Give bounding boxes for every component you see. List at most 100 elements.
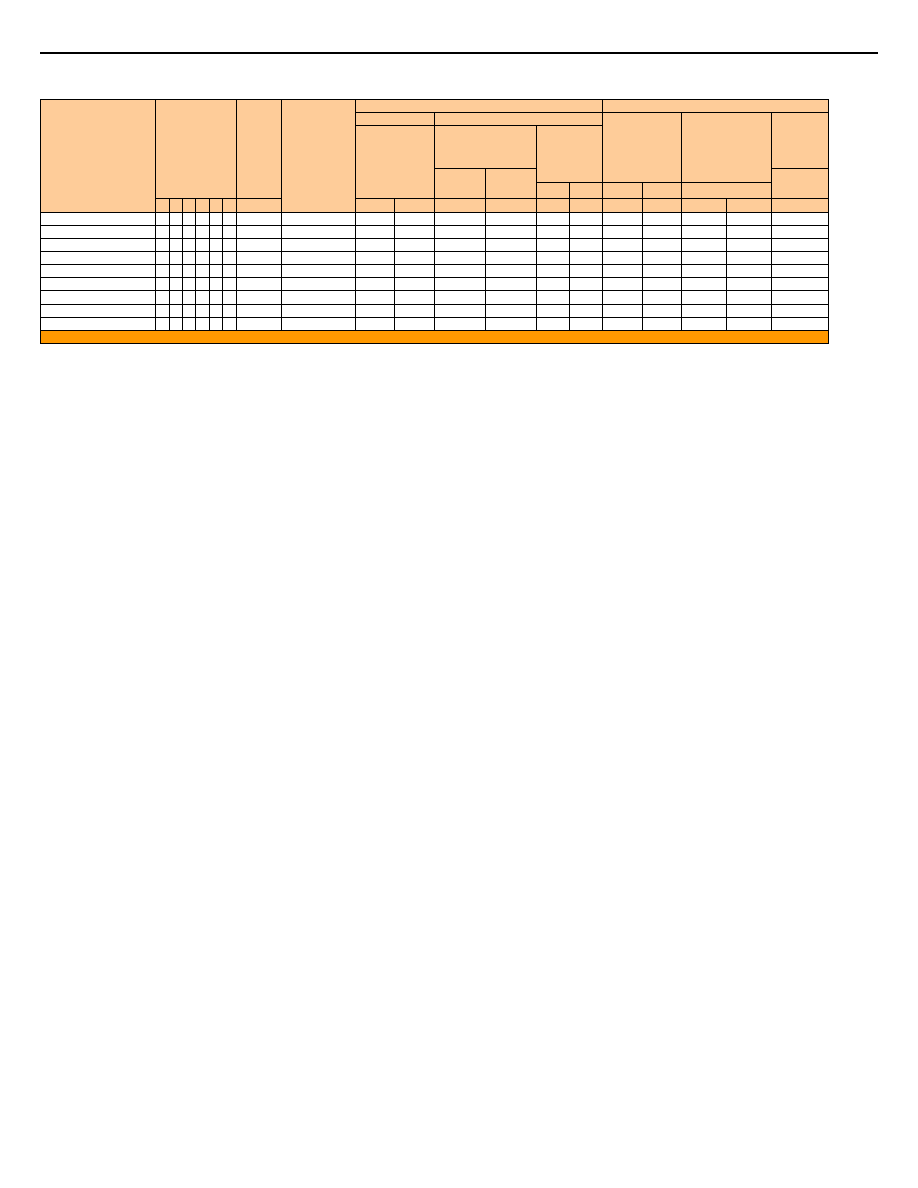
table-cell — [681, 212, 727, 226]
table-cell — [155, 317, 170, 331]
table-cell — [602, 212, 643, 226]
table-cell — [394, 212, 435, 226]
table-cell — [726, 212, 772, 226]
table-cell — [195, 304, 210, 318]
table-cell — [281, 277, 356, 291]
table-cell — [726, 264, 772, 278]
header-cell — [355, 112, 435, 126]
table-cell — [195, 317, 210, 331]
header-cell — [434, 168, 486, 199]
table-cell — [536, 290, 570, 305]
table-cell — [771, 290, 829, 305]
table-cell — [485, 304, 537, 318]
table-cell — [40, 290, 156, 305]
table-cell — [434, 317, 486, 331]
table-cell — [681, 277, 727, 291]
header-cell — [222, 198, 237, 213]
table-cell — [726, 290, 772, 305]
table-cell — [182, 225, 196, 239]
header-cell — [771, 112, 829, 169]
header-cell — [236, 99, 282, 199]
table-cell — [681, 251, 727, 265]
table-cell — [182, 277, 196, 291]
header-cell — [40, 99, 156, 213]
table-cell — [182, 212, 196, 226]
table-cell — [394, 317, 435, 331]
table-cell — [642, 225, 682, 239]
table-cell — [602, 317, 643, 331]
table-cell — [681, 304, 727, 318]
header-cell — [355, 125, 435, 199]
table-cell — [485, 277, 537, 291]
table-cell — [195, 277, 210, 291]
table-cell — [771, 304, 829, 318]
table-cell — [281, 290, 356, 305]
header-cell — [642, 198, 682, 213]
table-cell — [726, 251, 772, 265]
table-cell — [281, 251, 356, 265]
table-cell — [602, 251, 643, 265]
table-cell — [209, 277, 223, 291]
table-cell — [771, 277, 829, 291]
table-cell — [569, 212, 603, 226]
table-cell — [222, 251, 237, 265]
header-cell — [536, 198, 570, 213]
table-cell — [40, 251, 156, 265]
table-cell — [355, 290, 395, 305]
header-cell — [169, 198, 183, 213]
header-cell — [536, 125, 603, 183]
table-cell — [434, 304, 486, 318]
table-cell — [169, 212, 183, 226]
table-cell — [681, 317, 727, 331]
table-cell — [536, 304, 570, 318]
header-cell — [434, 112, 603, 126]
table-cell — [209, 290, 223, 305]
table-cell — [355, 317, 395, 331]
table-cell — [40, 225, 156, 239]
table-cell — [642, 212, 682, 226]
table-cell — [771, 238, 829, 252]
table-cell — [169, 304, 183, 318]
table-cell — [434, 225, 486, 239]
header-cell — [681, 182, 772, 199]
table-cell — [355, 251, 395, 265]
table-cell — [355, 277, 395, 291]
table-cell — [209, 251, 223, 265]
table-cell — [169, 251, 183, 265]
page-top-rule — [40, 52, 878, 54]
table-cell — [182, 251, 196, 265]
header-cell — [434, 198, 486, 213]
table-cell — [434, 290, 486, 305]
header-cell — [355, 99, 603, 113]
table-cell — [536, 212, 570, 226]
table-cell — [209, 264, 223, 278]
table-cell — [222, 277, 237, 291]
table-cell — [40, 212, 156, 226]
table-cell — [771, 212, 829, 226]
table-cell — [569, 277, 603, 291]
table-cell — [169, 238, 183, 252]
table-cell — [536, 264, 570, 278]
header-cell — [281, 99, 356, 213]
table-cell — [434, 212, 486, 226]
table-cell — [771, 264, 829, 278]
table-cell — [182, 317, 196, 331]
header-cell — [771, 168, 829, 199]
table-cell — [569, 304, 603, 318]
table-cell — [602, 290, 643, 305]
header-cell — [771, 198, 829, 213]
header-cell — [485, 168, 537, 199]
table-cell — [209, 304, 223, 318]
table-cell — [236, 290, 282, 305]
table-cell — [394, 277, 435, 291]
table-cell — [394, 304, 435, 318]
table-cell — [536, 317, 570, 331]
table-cell — [182, 264, 196, 278]
table-cell — [485, 317, 537, 331]
table-cell — [569, 238, 603, 252]
table-cell — [195, 251, 210, 265]
table-cell — [602, 264, 643, 278]
table-cell — [236, 225, 282, 239]
table-cell — [485, 251, 537, 265]
